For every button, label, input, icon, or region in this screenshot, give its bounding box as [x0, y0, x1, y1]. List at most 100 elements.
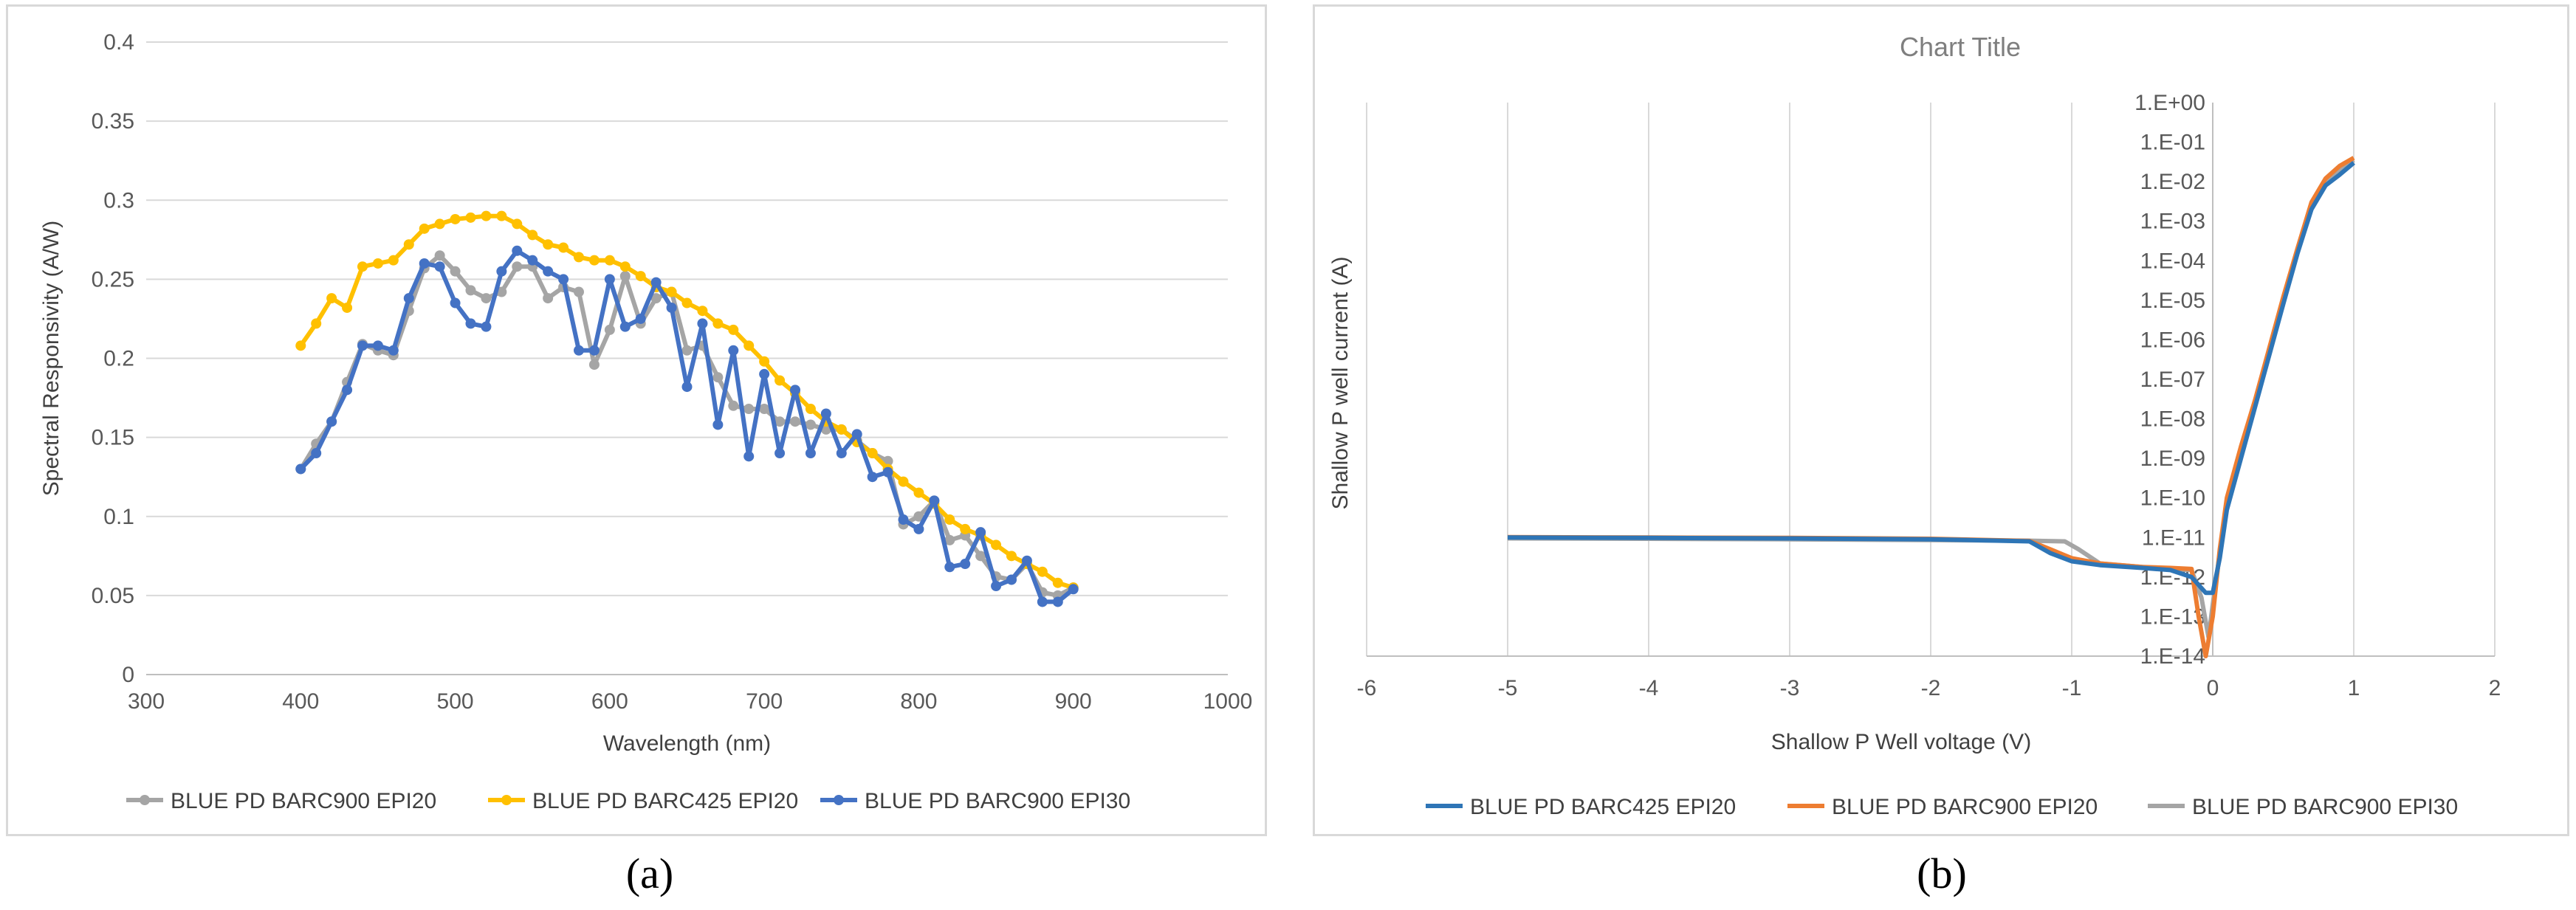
- legend-label: BLUE PD BARC900 EPI20: [171, 789, 436, 813]
- data-point: [619, 261, 631, 272]
- y-tick-label: 1.E-08: [2140, 407, 2205, 432]
- data-point: [496, 266, 507, 277]
- x-tick-label: -5: [1498, 676, 1518, 700]
- data-point: [712, 318, 724, 329]
- data-point: [604, 255, 615, 266]
- x-axis-title: Shallow P Well voltage (V): [1771, 730, 2031, 754]
- data-point: [388, 255, 399, 266]
- x-tick-label: -4: [1639, 676, 1659, 700]
- y-tick-label: 1.E+00: [2134, 91, 2205, 115]
- data-point: [619, 271, 631, 282]
- x-tick-label: 700: [746, 689, 783, 714]
- data-point: [898, 476, 909, 487]
- data-point: [867, 472, 878, 483]
- data-point: [960, 559, 971, 570]
- y-axis-title: Spectral Responsivity (A/W): [39, 221, 63, 496]
- data-point: [434, 261, 445, 272]
- x-tick-label: 1: [2348, 676, 2360, 700]
- data-point: [481, 210, 492, 221]
- y-tick-label: 0: [122, 663, 134, 687]
- y-tick-label: 1.E-13: [2140, 604, 2205, 629]
- data-point: [743, 404, 755, 415]
- data-point: [326, 293, 337, 304]
- data-point: [543, 239, 554, 250]
- chart-b-svg: Chart Title -6 -5 -4 -3 -2 -1 0 1 2 1.E-14 1.E-13 1.…: [1328, 32, 2501, 819]
- data-point: [512, 261, 523, 272]
- legend-marker: [501, 795, 512, 805]
- data-point: [867, 448, 878, 459]
- data-point: [588, 359, 600, 370]
- x-tick-label: 400: [282, 689, 319, 714]
- data-point: [450, 297, 461, 308]
- data-point: [512, 218, 523, 230]
- data-point: [311, 318, 322, 329]
- data-point: [619, 321, 631, 332]
- data-point: [481, 321, 492, 332]
- x-tick-label: 2: [2489, 676, 2501, 700]
- data-point: [1037, 596, 1048, 607]
- data-point: [650, 293, 662, 304]
- data-point: [635, 313, 646, 324]
- data-point: [712, 419, 724, 430]
- y-tick-label: 1.E-10: [2140, 486, 2205, 511]
- x-tick-label: 300: [128, 689, 165, 714]
- data-point: [666, 302, 677, 313]
- data-point: [1052, 577, 1063, 588]
- data-point: [574, 252, 584, 263]
- data-point: [1052, 596, 1063, 607]
- legend-label: BLUE PD BARC900 EPI30: [2192, 795, 2458, 819]
- data-point: [434, 250, 445, 261]
- data-point: [774, 375, 786, 386]
- data-point: [419, 223, 430, 234]
- data-point: [681, 345, 693, 356]
- data-point: [1006, 574, 1017, 585]
- x-tick-label: 900: [1055, 689, 1092, 714]
- data-point: [836, 424, 847, 435]
- chart-panel-b: Chart Title -6 -5 -4 -3 -2 -1 0 1 2 1.E-14 1.E-13 1.…: [1313, 4, 2569, 836]
- data-point: [681, 382, 693, 393]
- data-point: [326, 416, 337, 427]
- data-point: [372, 258, 383, 269]
- data-point: [450, 266, 461, 277]
- y-tick-label: 1.E-04: [2140, 249, 2205, 273]
- data-point: [712, 372, 724, 383]
- legend-label: BLUE PD BARC425 EPI20: [1470, 795, 1736, 819]
- chart-panel-a: 0 0.05 0.1 0.15 0.2 0.25 0.3 0.35 0.4 300 400 500 60…: [6, 4, 1267, 836]
- y-tick-label: 1.E-01: [2140, 131, 2205, 155]
- x-tick-label: -6: [1357, 676, 1377, 700]
- data-point: [805, 419, 816, 430]
- data-point: [820, 424, 831, 435]
- data-point: [527, 255, 538, 266]
- data-point: [743, 451, 755, 462]
- x-tick-label: -2: [1921, 676, 1941, 700]
- y-tick-label: 0.4: [103, 30, 134, 55]
- data-point: [496, 210, 507, 221]
- data-point: [759, 356, 770, 367]
- data-point: [898, 514, 909, 525]
- chart-a-svg: 0 0.05 0.1 0.15 0.2 0.25 0.3 0.35 0.4 300 400 500 60…: [39, 30, 1253, 813]
- data-point: [805, 404, 816, 415]
- data-point: [666, 286, 677, 297]
- data-point: [743, 340, 755, 351]
- data-point: [450, 213, 461, 224]
- y-tick-label: 1.E-02: [2140, 170, 2205, 194]
- y-tick-label: 1.E-09: [2140, 447, 2205, 471]
- x-tick-label: 1000: [1203, 689, 1253, 714]
- panel-label-b: (b): [1917, 849, 1967, 897]
- data-point: [357, 340, 368, 351]
- data-point: [403, 293, 414, 304]
- data-point: [774, 448, 786, 459]
- x-tick-label: -3: [1780, 676, 1800, 700]
- data-point: [388, 345, 399, 356]
- series-line-2: [298, 213, 1074, 590]
- y-tick-label: 1.E-03: [2140, 210, 2205, 234]
- data-point: [882, 466, 893, 478]
- y-tick-label: 0.35: [92, 109, 134, 134]
- x-tick-label: 800: [900, 689, 937, 714]
- y-tick-label: 0.25: [92, 267, 134, 292]
- data-point: [574, 286, 584, 297]
- data-point: [774, 416, 786, 427]
- data-point: [851, 429, 862, 440]
- data-point: [543, 266, 554, 277]
- data-point: [836, 448, 847, 459]
